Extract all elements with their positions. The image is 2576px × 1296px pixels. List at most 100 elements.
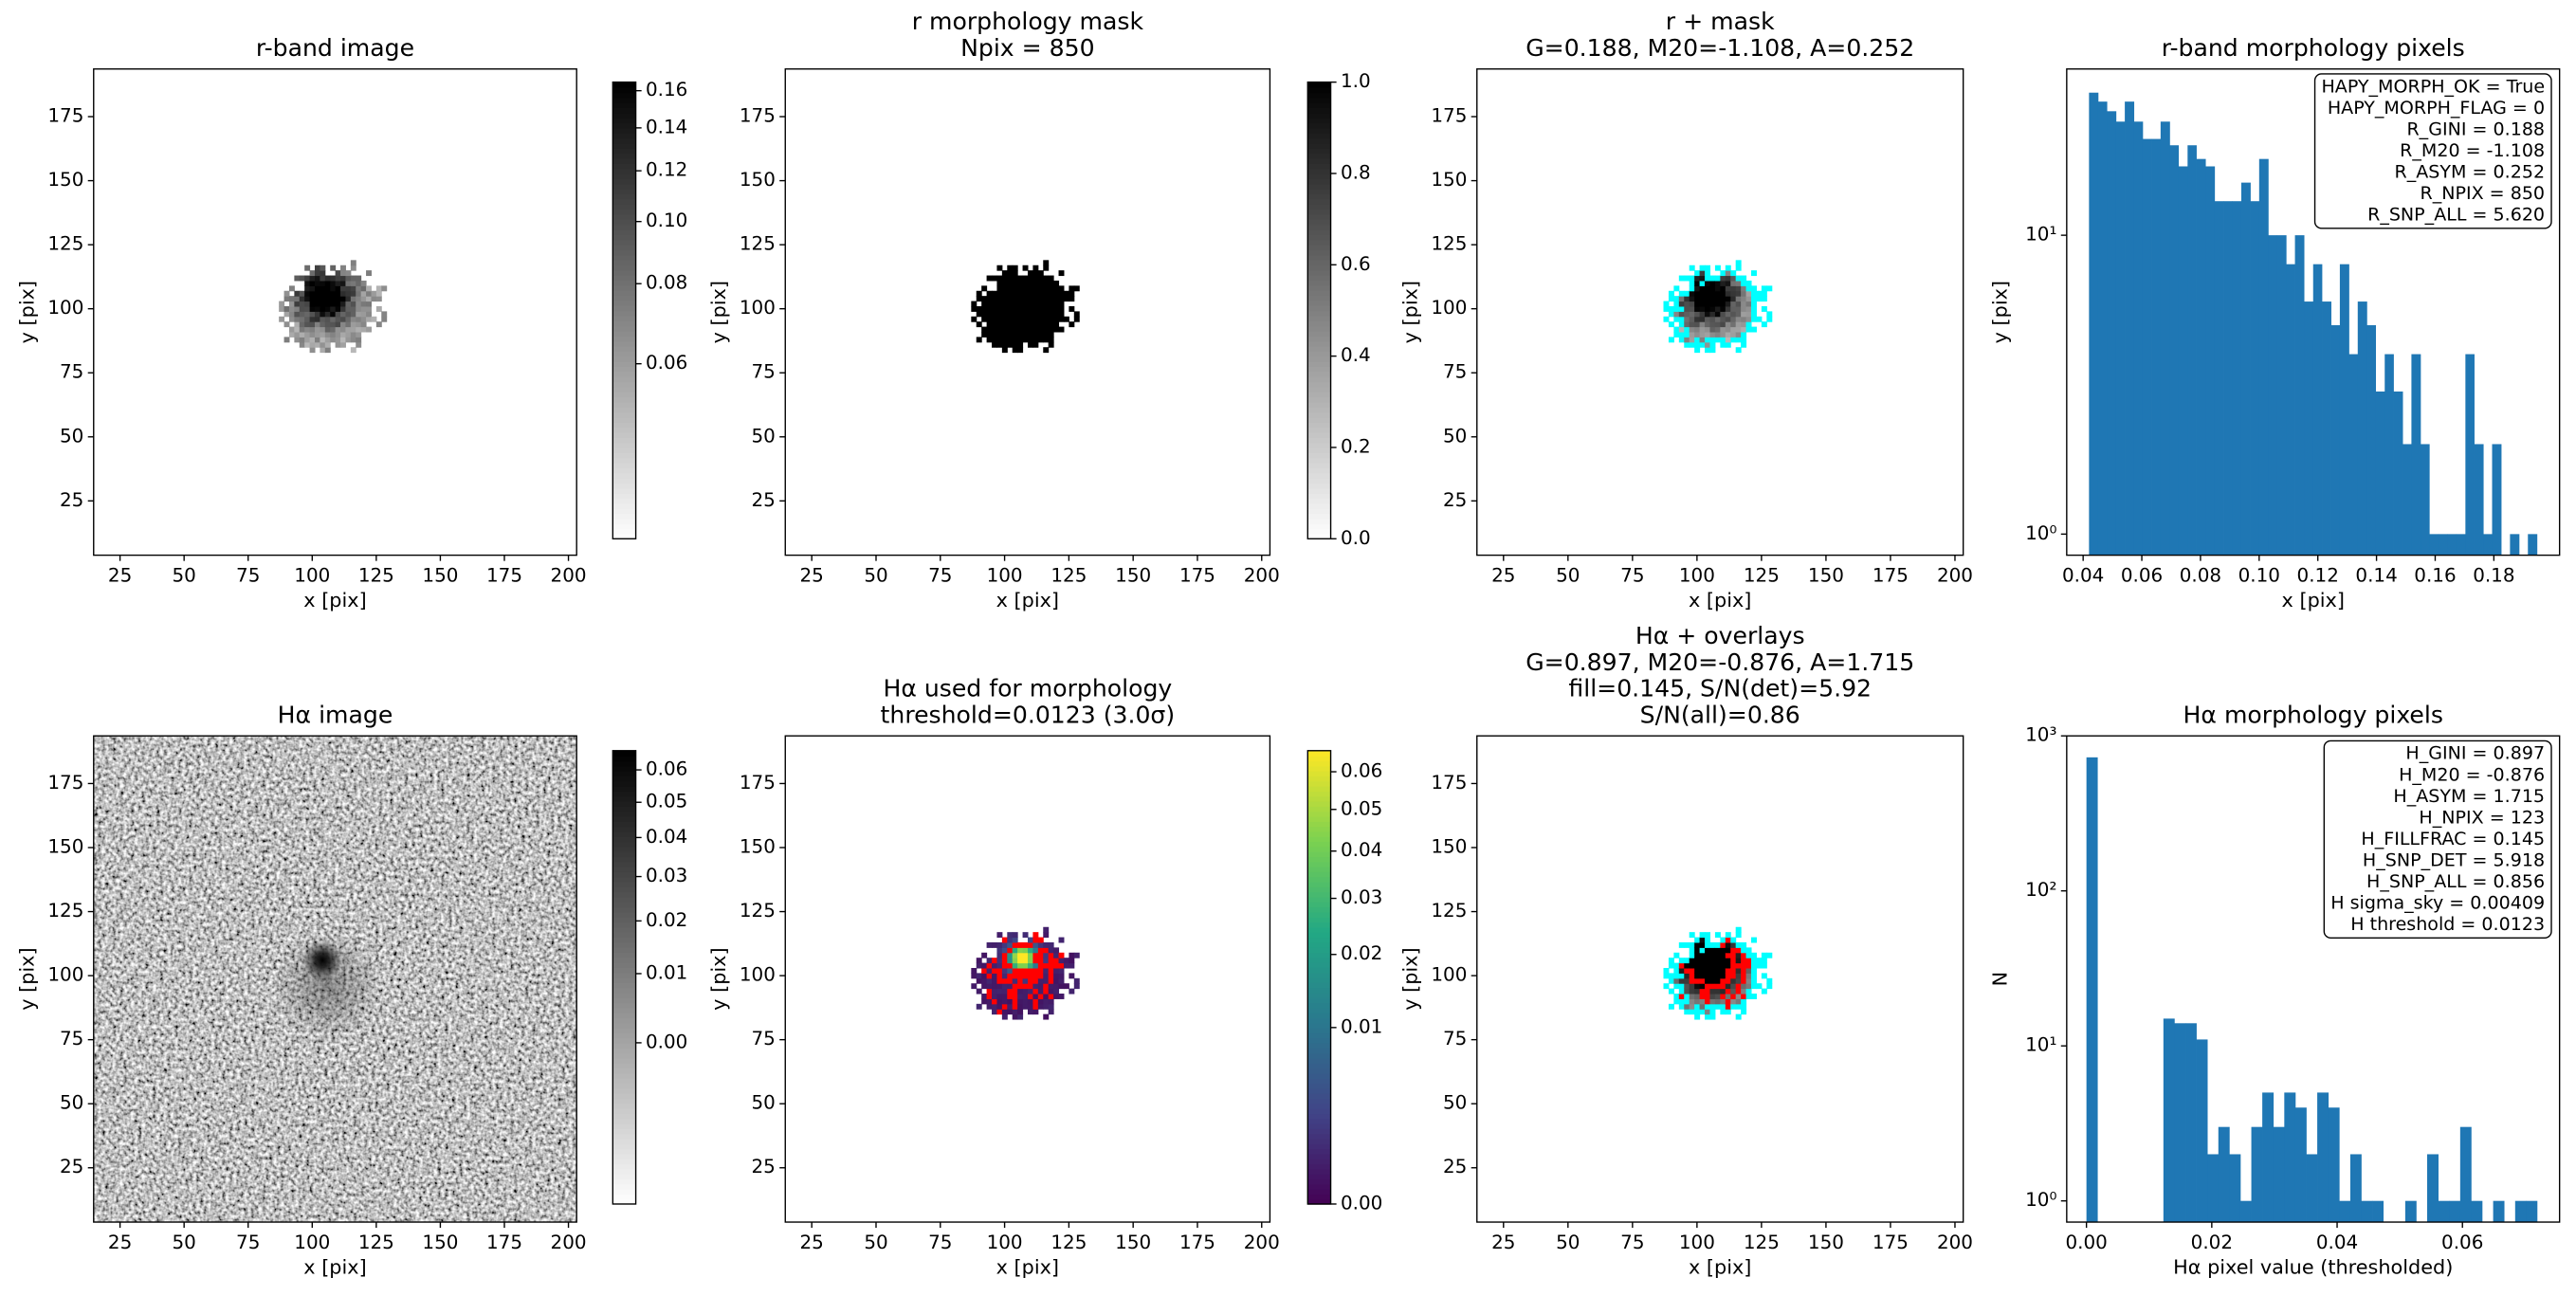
image-pixel <box>1694 301 1701 307</box>
image-pixel <box>986 962 993 969</box>
image-pixel <box>1058 967 1065 974</box>
image-pixel <box>1673 285 1680 292</box>
image-pixel <box>1705 998 1710 1005</box>
colorbar-slice <box>1307 457 1331 464</box>
colorbar-slice <box>612 1083 636 1089</box>
image-pixel <box>1027 973 1033 979</box>
colorbar-slice <box>1307 821 1331 828</box>
image-pixel <box>981 962 988 969</box>
image-pixel <box>1720 952 1726 958</box>
colorbar-slice <box>1307 127 1331 134</box>
y-tick-label: 150 <box>1431 836 1467 858</box>
image-pixel <box>320 341 326 348</box>
image-pixel <box>330 305 337 312</box>
image-pixel <box>1725 290 1731 297</box>
image-pixel <box>360 290 367 297</box>
colorbar-slice <box>1307 153 1331 159</box>
image-pixel <box>1069 296 1075 302</box>
colorbar-slice <box>1307 1078 1331 1085</box>
colorbar-slice <box>612 1163 636 1170</box>
image-pixel <box>299 337 305 343</box>
colorbar-slice <box>612 396 636 403</box>
image-pixel <box>1069 321 1075 328</box>
image-pixel <box>1699 296 1706 302</box>
axes-frame <box>1476 68 1964 557</box>
panel-title: S/N(all)=0.86 <box>1640 701 1800 728</box>
image-pixel <box>1668 988 1674 995</box>
annotation-line: H_M20 = -0.876 <box>2399 764 2545 785</box>
image-pixel <box>335 316 341 322</box>
y-tick-label: 75 <box>60 361 83 383</box>
image-pixel <box>1032 937 1039 943</box>
histogram-bar <box>2251 1126 2263 1223</box>
y-tick-label: 10⁰ <box>2025 522 2056 544</box>
colorbar-slice <box>612 295 636 301</box>
image-pixel <box>335 305 341 312</box>
colorbar-slice <box>612 1143 636 1150</box>
colorbar-slice <box>1307 917 1331 923</box>
image-pixel <box>330 311 337 318</box>
colorbar-frame <box>1306 81 1332 539</box>
colorbar-slice <box>612 259 636 265</box>
histogram-bar <box>2115 121 2126 556</box>
image-pixel <box>1730 1003 1737 1010</box>
x-tick-label: 125 <box>358 1232 394 1253</box>
image-pixel <box>1027 275 1033 282</box>
colorbar-slice <box>612 1113 636 1120</box>
histogram-bar <box>2294 1107 2307 1223</box>
image-pixel <box>1022 1003 1029 1010</box>
image-pixel <box>1745 321 1752 328</box>
image-pixel <box>1012 983 1018 990</box>
histogram-bar <box>2239 1200 2252 1223</box>
image-pixel <box>345 316 352 322</box>
annotation-line: H_NPIX = 123 <box>2419 807 2545 828</box>
image-pixel <box>350 347 356 354</box>
image-pixel <box>1012 331 1018 338</box>
colorbar-slice <box>612 284 636 291</box>
colorbar-slice <box>612 961 636 968</box>
image-pixel <box>320 321 326 328</box>
x-tick-label: 125 <box>1050 565 1087 587</box>
image-pixel <box>1027 337 1033 343</box>
colorbar-slice <box>1307 1017 1331 1024</box>
colorbar-slice <box>612 1072 636 1079</box>
colorbar-slice <box>1307 493 1331 500</box>
image-pixel <box>971 967 977 974</box>
colorbar-slice <box>1307 452 1331 459</box>
image-pixel <box>1720 983 1726 990</box>
image-pixel <box>1673 331 1680 338</box>
image-pixel <box>1069 962 1075 969</box>
image-pixel <box>1725 301 1731 307</box>
y-axis-label: N <box>1989 972 2012 987</box>
image-pixel <box>1705 337 1710 343</box>
image-pixel <box>1678 988 1685 995</box>
image-pixel <box>315 321 320 328</box>
colorbar-slice <box>612 756 636 762</box>
image-pixel <box>1663 983 1670 990</box>
image-pixel <box>1689 994 1695 999</box>
colorbar-slice <box>612 926 636 933</box>
image-pixel <box>1714 331 1721 338</box>
image-pixel <box>1705 958 1710 964</box>
colorbar-slice <box>1307 846 1331 852</box>
image-pixel <box>309 305 316 312</box>
image-pixel <box>1761 973 1767 979</box>
image-pixel <box>1032 321 1039 328</box>
image-pixel <box>1007 326 1014 333</box>
annotation-line: H_SNP_DET = 5.918 <box>2363 849 2545 870</box>
colorbar-slice <box>1307 1133 1331 1140</box>
image-pixel <box>315 331 320 338</box>
image-pixel <box>1678 958 1685 964</box>
image-pixel <box>1012 321 1018 328</box>
image-pixel <box>1678 994 1685 999</box>
image-pixel <box>1709 331 1716 338</box>
image-pixel <box>309 280 316 286</box>
image-pixel <box>1745 983 1752 990</box>
image-pixel <box>1745 988 1752 995</box>
colorbar-slice <box>612 472 636 479</box>
colorbar-slice <box>612 947 636 954</box>
image-pixel <box>986 941 993 948</box>
image-pixel <box>283 321 290 328</box>
image-pixel <box>1022 316 1029 322</box>
